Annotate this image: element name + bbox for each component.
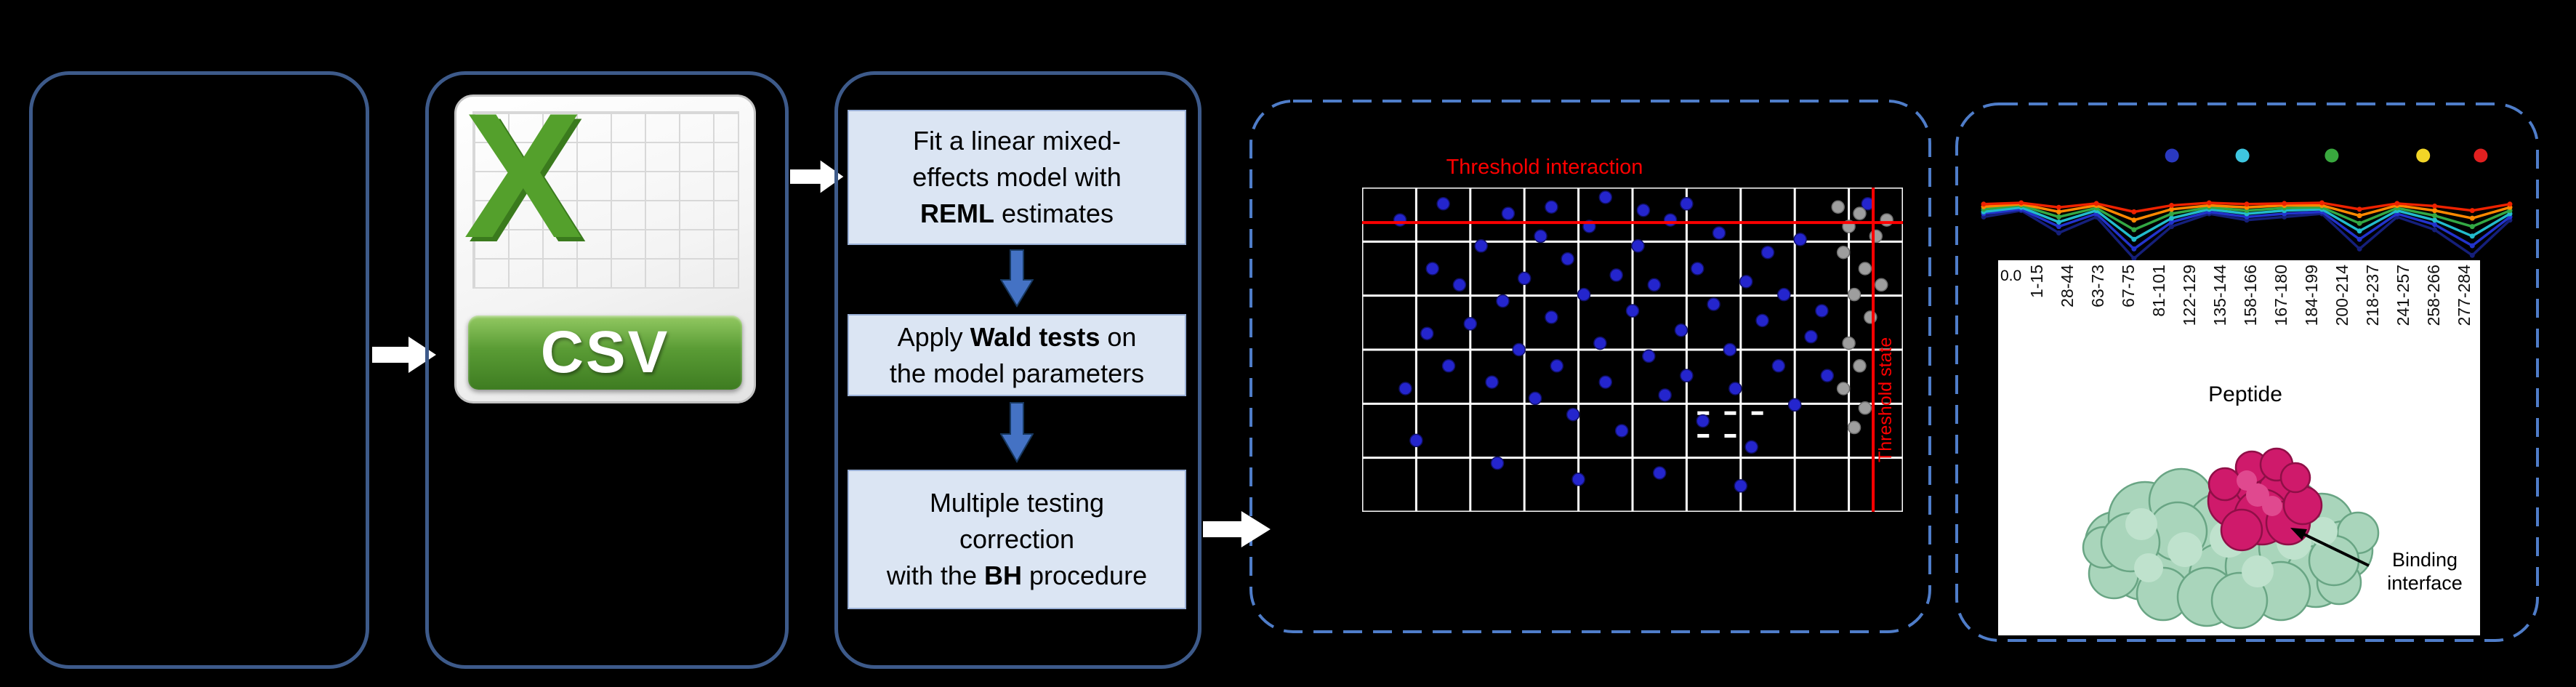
csv-file-icon: X CSV <box>454 87 756 403</box>
peptide-tick-label: 1-15 <box>2027 265 2046 299</box>
flow-arrow-down-1-icon <box>1000 249 1034 308</box>
step-wald-tests: Apply Wald tests on the model parameters <box>848 314 1186 396</box>
peptide-tick-label: 200-214 <box>2333 265 2351 326</box>
csv-banner: CSV <box>468 316 742 390</box>
peptide-tick-label: 135-144 <box>2210 265 2229 326</box>
flow-arrow-right-3-icon <box>1203 511 1271 547</box>
peptide-tick-label: 218-237 <box>2363 265 2382 326</box>
threshold-state-label: Threshold state <box>1875 337 1896 462</box>
panel-statistical-pipeline: Fit a linear mixed-effects model with REM… <box>834 71 1202 669</box>
flow-arrow-right-1-icon <box>372 337 436 373</box>
peptide-tick-label: 158-166 <box>2241 265 2260 326</box>
peptide-tick-label: 241-257 <box>2394 265 2412 326</box>
dashed-border-icon <box>1249 100 1931 633</box>
peptide-tick-label: 277-284 <box>2455 265 2474 326</box>
peptide-axis-title: Peptide <box>2208 382 2282 406</box>
peptide-tick-label: 28-44 <box>2058 265 2077 308</box>
binding-label-line2: interface <box>2387 572 2463 595</box>
panel-results: 0.0 1-15 28-44 63-73 67-75 81-101 122-129 135-… <box>1955 102 2540 643</box>
peptide-axis-labels: 1-15 28-44 63-73 67-75 81-101 122-129 135-144 1… <box>1998 260 2480 395</box>
threshold-interaction-label: Threshold interaction <box>1446 156 1643 179</box>
flow-arrow-down-2-icon <box>1000 402 1034 463</box>
step-fit-linear-mixed-model: Fit a linear mixed-effects model with REM… <box>848 110 1186 245</box>
excel-x-logo-icon: X <box>464 76 583 275</box>
peptide-tick-label: 184-199 <box>2302 265 2321 326</box>
volcano-scatter-plot <box>1362 188 1903 512</box>
binding-label-line1: Binding <box>2391 549 2458 571</box>
peptide-tick-label: 67-75 <box>2119 265 2138 308</box>
peptide-tick-label: 122-129 <box>2180 265 2199 326</box>
y-axis-tick-label: 0.0 <box>2000 268 2022 284</box>
peptide-tick-label: 167-180 <box>2271 265 2290 326</box>
peptide-tick-label: 63-73 <box>2088 265 2107 308</box>
spreadsheet-grid-icon <box>472 111 739 289</box>
panel-csv-file: X CSV <box>425 71 789 669</box>
binding-interface-label: Binding interface <box>2370 548 2479 595</box>
results-axis-area: 0.0 1-15 28-44 63-73 67-75 81-101 122-129 135-… <box>1998 260 2480 635</box>
panel-raw-data <box>29 71 369 669</box>
binding-interface-arrow-icon <box>2290 528 2370 567</box>
peptide-tick-label: 81-101 <box>2149 265 2168 317</box>
csv-banner-label: CSV <box>540 319 670 385</box>
peptide-tick-label: 258-266 <box>2424 265 2443 326</box>
step-multiple-testing-correction: Multiple testing correction with the BH pr… <box>848 470 1186 609</box>
flow-arrow-right-2-icon <box>790 160 844 193</box>
protein-structure-graphic <box>2082 447 2380 630</box>
uptake-line-chart <box>1981 148 2513 262</box>
dashed-border-icon <box>1955 103 2539 642</box>
panel-volcano-plot: Threshold interaction Threshold state <box>1249 99 1932 634</box>
